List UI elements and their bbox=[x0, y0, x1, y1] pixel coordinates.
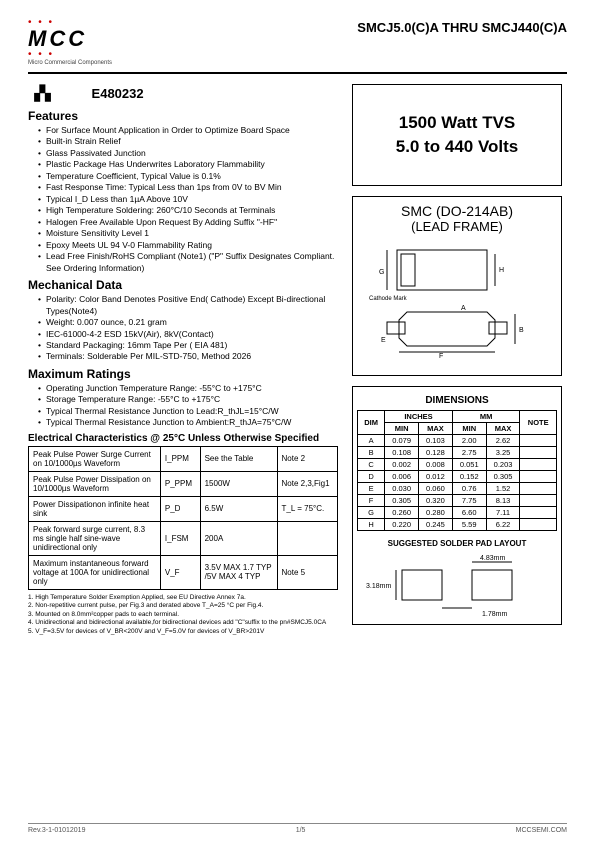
dimensions-heading: DIMENSIONS bbox=[357, 395, 557, 406]
max-ratings-heading: Maximum Ratings bbox=[28, 367, 338, 381]
svg-text:H: H bbox=[499, 267, 504, 274]
list-item: Terminals: Solderable Per MIL-STD-750, M… bbox=[38, 351, 338, 362]
table-row: F0.3050.3207.758.13 bbox=[358, 494, 557, 506]
footnote-line: 5. V_F=3.5V for devices of V_BR<200V and… bbox=[28, 628, 338, 636]
svg-text:4.83mm: 4.83mm bbox=[480, 555, 505, 562]
list-item: Standard Packaging: 16mm Tape Per ( EIA … bbox=[38, 340, 338, 351]
header: MCC Micro Commercial Components SMCJ5.0(… bbox=[28, 20, 567, 74]
solder-heading: SUGGESTED SOLDER PAD LAYOUT bbox=[357, 539, 557, 548]
list-item: Operating Junction Temperature Range: -5… bbox=[38, 383, 338, 394]
package-box: SMC (DO-214AB) (LEAD FRAME) G H Cathode … bbox=[352, 196, 562, 376]
footer-rev: Rev.3-1-01012019 bbox=[28, 827, 85, 834]
list-item: Storage Temperature Range: -55°C to +175… bbox=[38, 394, 338, 405]
list-item: Built-in Strain Relief bbox=[38, 136, 338, 147]
table-row: E0.0300.0600.761.52 bbox=[358, 482, 557, 494]
list-item: Epoxy Meets UL 94 V-0 Flammability Ratin… bbox=[38, 240, 338, 251]
table-row: B0.1080.1282.753.25 bbox=[358, 446, 557, 458]
mechanical-heading: Mechanical Data bbox=[28, 278, 338, 292]
features-list: For Surface Mount Application in Order t… bbox=[28, 125, 338, 274]
list-item: Moisture Sensitivity Level 1 bbox=[38, 228, 338, 239]
svg-text:G: G bbox=[379, 269, 384, 276]
svg-text:E: E bbox=[381, 337, 386, 344]
elec-heading: Electrical Characteristics @ 25°C Unless… bbox=[28, 433, 338, 444]
logo-subtitle: Micro Commercial Components bbox=[28, 60, 112, 66]
list-item: Lead Free Finish/RoHS Compliant (Note1) … bbox=[38, 251, 338, 274]
table-row: Peak Pulse Power Dissipation on 10/1000µ… bbox=[29, 471, 338, 496]
svg-text:1.78mm: 1.78mm bbox=[482, 611, 507, 618]
footnote-line: 4. Unidirectional and bidirectional avai… bbox=[28, 619, 338, 627]
package-name: SMC (DO-214AB) bbox=[357, 203, 557, 219]
footnote-line: 3. Mounted on 8.0mm²copper pads to each … bbox=[28, 611, 338, 619]
footer-url: MCCSEMI.COM bbox=[516, 827, 567, 834]
features-heading: Features bbox=[28, 109, 338, 123]
solder-layout-icon: 4.83mm 3.18mm 1.78mm bbox=[362, 550, 552, 620]
product-title-box: 1500 Watt TVS 5.0 to 440 Volts bbox=[352, 84, 562, 186]
footer-page: 1/5 bbox=[296, 827, 306, 834]
list-item: Typical I_D Less than 1µA Above 10V bbox=[38, 194, 338, 205]
table-row: Maximum instantaneous forward voltage at… bbox=[29, 555, 338, 589]
dimensions-table: DIMINCHESMMNOTEMINMAXMINMAXA0.0790.1032.… bbox=[357, 410, 557, 531]
list-item: IEC-61000-4-2 ESD 15kV(Air), 8kV(Contact… bbox=[38, 329, 338, 340]
table-row: Power Dissipationon infinite heat sinkP_… bbox=[29, 496, 338, 521]
footnote-line: 1. High Temperature Solder Exemption App… bbox=[28, 594, 338, 602]
footnotes: 1. High Temperature Solder Exemption App… bbox=[28, 594, 338, 636]
svg-text:A: A bbox=[461, 305, 466, 312]
list-item: Typical Thermal Resistance Junction to L… bbox=[38, 406, 338, 417]
list-item: Polarity: Color Band Denotes Positive En… bbox=[38, 294, 338, 317]
list-item: For Surface Mount Application in Order t… bbox=[38, 125, 338, 136]
footer: Rev.3-1-01012019 1/5 MCCSEMI.COM bbox=[28, 823, 567, 834]
svg-text:Cathode Mark: Cathode Mark bbox=[369, 296, 408, 302]
svg-text:3.18mm: 3.18mm bbox=[366, 583, 391, 590]
cert-row: ▗▚ E480232 bbox=[28, 84, 338, 103]
table-row: Peak forward surge current, 8.3 ms singl… bbox=[29, 521, 338, 555]
package-frame: (LEAD FRAME) bbox=[357, 219, 557, 234]
list-item: Halogen Free Available Upon Request By A… bbox=[38, 217, 338, 228]
list-item: Typical Thermal Resistance Junction to A… bbox=[38, 417, 338, 428]
list-item: Plastic Package Has Underwrites Laborato… bbox=[38, 159, 338, 170]
dimensions-box: DIMENSIONS DIMINCHESMMNOTEMINMAXMINMAXA0… bbox=[352, 386, 562, 625]
footnote-line: 2. Non-repetitive current pulse, per Fig… bbox=[28, 602, 338, 610]
elec-table: Peak Pulse Power Surge Current on 10/100… bbox=[28, 446, 338, 590]
list-item: Glass Passivated Junction bbox=[38, 148, 338, 159]
mechanical-list: Polarity: Color Band Denotes Positive En… bbox=[28, 294, 338, 363]
table-row: A0.0790.1032.002.62 bbox=[358, 434, 557, 446]
package-drawing-icon: G H Cathode Mark B F A E bbox=[367, 242, 547, 362]
logo: MCC Micro Commercial Components bbox=[28, 20, 112, 66]
product-line1: 1500 Watt TVS bbox=[357, 111, 557, 135]
table-row: H0.2200.2455.596.22 bbox=[358, 518, 557, 530]
cert-number: E480232 bbox=[92, 86, 144, 101]
list-item: Fast Response Time: Typical Less than 1p… bbox=[38, 182, 338, 193]
logo-text: MCC bbox=[28, 26, 87, 51]
table-row: C0.0020.0080.0510.203 bbox=[358, 458, 557, 470]
svg-text:B: B bbox=[519, 327, 524, 334]
list-item: Temperature Coefficient, Typical Value i… bbox=[38, 171, 338, 182]
max-ratings-list: Operating Junction Temperature Range: -5… bbox=[28, 383, 338, 429]
part-range: SMCJ5.0(C)A THRU SMCJ440(C)A bbox=[357, 20, 567, 35]
table-row: D0.0060.0120.1520.305 bbox=[358, 470, 557, 482]
svg-text:F: F bbox=[439, 353, 443, 360]
list-item: Weight: 0.007 ounce, 0.21 gram bbox=[38, 317, 338, 328]
product-line2: 5.0 to 440 Volts bbox=[357, 135, 557, 159]
table-row: G0.2600.2806.607.11 bbox=[358, 506, 557, 518]
table-row: Peak Pulse Power Surge Current on 10/100… bbox=[29, 446, 338, 471]
list-item: High Temperature Soldering: 260°C/10 Sec… bbox=[38, 205, 338, 216]
ul-mark-icon: ▗▚ bbox=[28, 84, 52, 103]
